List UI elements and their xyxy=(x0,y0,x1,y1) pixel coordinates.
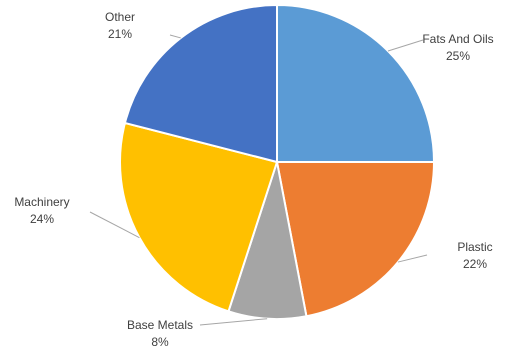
data-labels: Fats And Oils 25% Plastic 22% Base Metals 8% M… xyxy=(14,10,493,349)
category-label: Machinery xyxy=(14,195,69,209)
pie-slices xyxy=(119,3,436,320)
leader-line-base-metals xyxy=(199,318,268,326)
leader-lines xyxy=(89,34,428,326)
category-label: Other xyxy=(105,10,135,24)
data-label-plastic: Plastic 22% xyxy=(457,240,492,271)
data-label-fats-and-oils: Fats And Oils 25% xyxy=(422,32,493,63)
data-label-machinery: Machinery 24% xyxy=(14,195,69,226)
slice-fats-and-oils xyxy=(276,3,436,163)
percent-label: 8% xyxy=(151,335,169,349)
leader-line-plastic xyxy=(397,254,428,263)
data-label-other: Other 21% xyxy=(105,10,135,41)
data-label-base-metals: Base Metals 8% xyxy=(127,318,193,349)
category-label: Fats And Oils xyxy=(422,32,493,46)
category-label: Base Metals xyxy=(127,318,193,332)
percent-label: 25% xyxy=(446,49,470,63)
leader-line-machinery xyxy=(89,211,140,239)
slice-machinery xyxy=(119,121,279,313)
leader-line-other xyxy=(169,34,181,39)
percent-label: 22% xyxy=(463,257,487,271)
percent-label: 24% xyxy=(30,212,54,226)
category-label: Plastic xyxy=(457,240,492,254)
slice-plastic xyxy=(275,161,436,318)
percent-label: 21% xyxy=(108,27,132,41)
leader-line-fats-and-oils xyxy=(387,39,424,52)
